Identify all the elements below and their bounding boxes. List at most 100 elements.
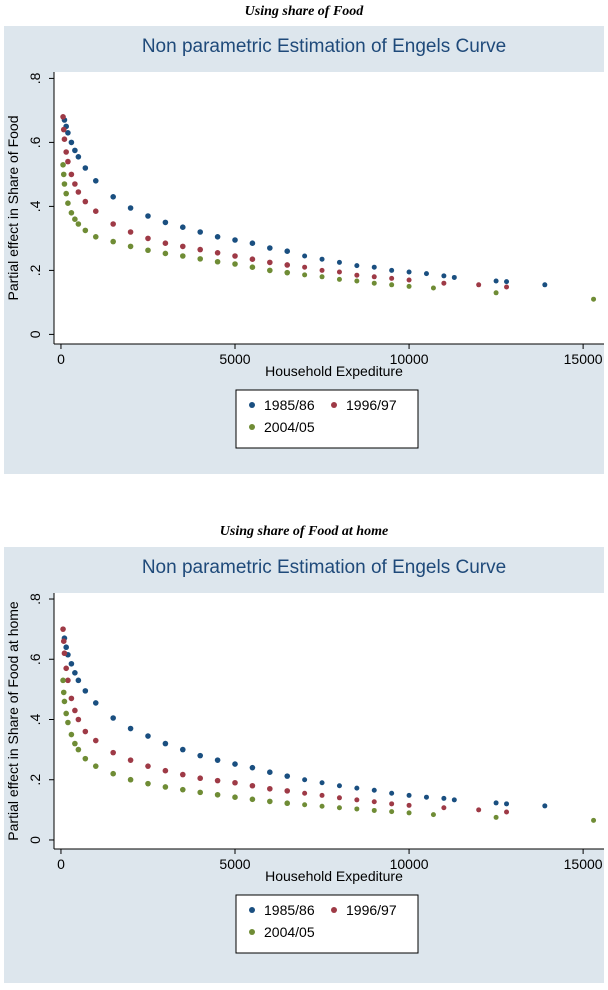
chart-food-at-home-share: Non parametric Estimation of Engels Curv… bbox=[4, 547, 604, 983]
data-point-1996-97 bbox=[389, 275, 395, 281]
x-tick-label: 0 bbox=[57, 856, 65, 872]
data-point-1985-86 bbox=[319, 256, 325, 262]
data-point-2004-05 bbox=[284, 269, 291, 276]
y-axis-label: Partial effect in Share of Food at home bbox=[5, 601, 21, 841]
data-point-2004-05 bbox=[406, 283, 412, 289]
data-point-2004-05 bbox=[336, 276, 342, 282]
data-point-1985-86 bbox=[336, 783, 342, 789]
data-point-1985-86 bbox=[82, 688, 89, 694]
data-point-2004-05 bbox=[65, 200, 71, 206]
data-point-1985-86 bbox=[197, 752, 204, 759]
data-point-2004-05 bbox=[162, 250, 169, 257]
chart-title: Non parametric Estimation of Engels Curv… bbox=[142, 36, 506, 57]
data-point-1985-86 bbox=[354, 785, 360, 791]
data-point-2004-05 bbox=[72, 216, 78, 222]
data-point-1985-86 bbox=[406, 792, 412, 798]
data-point-1996-97 bbox=[319, 792, 325, 798]
data-point-1996-97 bbox=[127, 229, 134, 235]
data-point-2004-05 bbox=[61, 181, 68, 187]
data-point-2004-05 bbox=[389, 282, 395, 288]
data-point-1985-86 bbox=[423, 271, 429, 277]
data-point-1996-97 bbox=[197, 775, 204, 782]
data-point-1996-97 bbox=[61, 136, 68, 142]
data-point-2004-05 bbox=[179, 253, 186, 259]
data-point-1996-97 bbox=[476, 282, 482, 288]
data-point-1996-97 bbox=[145, 763, 151, 769]
data-point-1996-97 bbox=[63, 665, 69, 672]
data-point-1985-86 bbox=[68, 139, 75, 146]
data-point-2004-05 bbox=[214, 258, 221, 265]
data-point-2004-05 bbox=[232, 794, 238, 800]
data-point-1985-86 bbox=[232, 237, 238, 243]
data-point-2004-05 bbox=[75, 746, 82, 753]
data-point-1996-97 bbox=[68, 171, 75, 178]
data-point-1985-86 bbox=[72, 670, 78, 676]
data-point-1996-97 bbox=[65, 677, 71, 684]
data-point-1996-97 bbox=[197, 246, 204, 253]
data-point-1996-97 bbox=[68, 695, 75, 702]
data-point-2004-05 bbox=[336, 805, 342, 811]
y-tick-label: 0 bbox=[27, 330, 43, 338]
data-point-2004-05 bbox=[92, 763, 99, 769]
legend-marker-1985-86 bbox=[249, 402, 255, 408]
data-point-1985-86 bbox=[63, 644, 69, 651]
data-point-1996-97 bbox=[267, 785, 273, 792]
data-point-1985-86 bbox=[504, 801, 510, 807]
data-point-1985-86 bbox=[179, 224, 186, 230]
chart-title: Non parametric Estimation of Engels Curv… bbox=[142, 557, 506, 578]
x-tick-label: 5000 bbox=[219, 856, 250, 872]
data-point-2004-05 bbox=[145, 247, 151, 254]
y-tick-label: .6 bbox=[27, 136, 43, 148]
data-point-2004-05 bbox=[145, 780, 151, 787]
x-axis-label: Household Expediture bbox=[265, 363, 403, 379]
data-point-2004-05 bbox=[110, 238, 116, 245]
data-point-2004-05 bbox=[72, 740, 78, 747]
y-axis-label: Partial effect in Share of Food bbox=[5, 116, 21, 301]
x-tick-label: 5000 bbox=[219, 351, 250, 367]
data-point-1996-97 bbox=[60, 626, 66, 632]
data-point-1985-86 bbox=[302, 777, 308, 783]
data-point-2004-05 bbox=[430, 812, 436, 818]
data-point-1996-97 bbox=[302, 790, 308, 796]
data-point-1985-86 bbox=[127, 725, 134, 732]
data-point-1996-97 bbox=[63, 149, 69, 155]
data-point-1996-97 bbox=[162, 767, 169, 774]
data-point-2004-05 bbox=[197, 789, 204, 796]
data-point-2004-05 bbox=[61, 698, 68, 705]
data-point-2004-05 bbox=[63, 710, 69, 717]
data-point-2004-05 bbox=[214, 791, 221, 798]
y-tick-label: .2 bbox=[27, 264, 43, 276]
data-point-1985-86 bbox=[267, 245, 273, 251]
data-point-1985-86 bbox=[72, 147, 78, 154]
data-point-1985-86 bbox=[110, 194, 116, 200]
data-point-1996-97 bbox=[92, 208, 99, 214]
data-point-1985-86 bbox=[542, 282, 548, 288]
data-point-1996-97 bbox=[232, 779, 238, 786]
data-point-1985-86 bbox=[284, 773, 291, 779]
data-point-1996-97 bbox=[72, 181, 78, 187]
data-point-2004-05 bbox=[591, 296, 597, 302]
data-point-1985-86 bbox=[319, 780, 325, 786]
data-point-1996-97 bbox=[302, 264, 308, 270]
data-point-2004-05 bbox=[493, 290, 499, 296]
legend-marker-2004-05 bbox=[249, 424, 255, 430]
data-point-1996-97 bbox=[232, 253, 238, 259]
y-tick-label: .8 bbox=[27, 72, 43, 84]
x-tick-label: 10000 bbox=[390, 856, 429, 872]
data-point-2004-05 bbox=[179, 786, 186, 793]
data-point-1996-97 bbox=[92, 737, 99, 744]
data-point-2004-05 bbox=[127, 243, 134, 250]
data-point-1996-97 bbox=[214, 250, 221, 256]
data-point-2004-05 bbox=[371, 280, 377, 286]
legend-label-1985-86: 1985/86 bbox=[264, 397, 315, 413]
x-tick-label: 15000 bbox=[564, 351, 603, 367]
data-point-1996-97 bbox=[354, 797, 360, 803]
data-point-2004-05 bbox=[110, 770, 116, 777]
data-point-2004-05 bbox=[267, 798, 273, 805]
data-point-2004-05 bbox=[63, 190, 69, 197]
data-point-1996-97 bbox=[389, 801, 395, 807]
y-tick-label: .4 bbox=[27, 200, 43, 212]
data-point-1985-86 bbox=[145, 213, 151, 219]
data-point-2004-05 bbox=[162, 784, 169, 790]
legend-label-2004-05: 2004/05 bbox=[264, 924, 315, 940]
